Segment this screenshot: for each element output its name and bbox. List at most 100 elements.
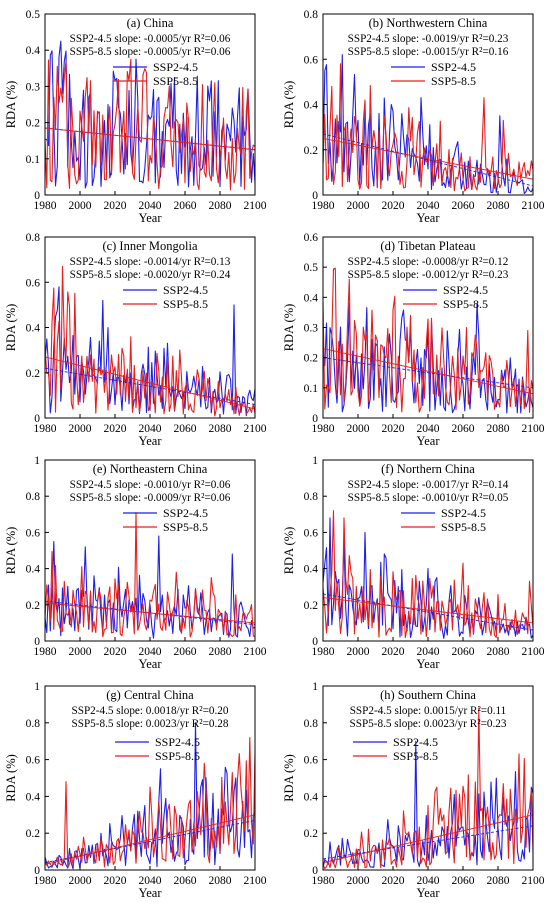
x-tick-label: 2000 (69, 875, 92, 887)
slope-annotation: SSP2-4.5 slope: -0.0014/yr R²=0.13 (70, 256, 231, 268)
x-tick-label: 2080 (209, 646, 232, 658)
x-tick-label: 2100 (522, 875, 545, 887)
legend-label: SSP2-4.5 (443, 283, 488, 297)
series-line-ssp5-85 (44, 265, 256, 417)
slope-annotation: SSP5-8.5 slope: -0.0012/yr R²=0.23 (348, 269, 509, 281)
x-tick-label: 2060 (452, 875, 475, 887)
y-tick-label: 0.2 (304, 828, 319, 840)
series-line-ssp5-85 (322, 63, 534, 192)
y-axis-label: RDA (%) (282, 754, 296, 802)
x-tick-label: 2000 (347, 646, 370, 658)
x-tick-label: 1980 (34, 646, 57, 658)
x-tick-label: 1980 (312, 646, 335, 658)
y-tick-label: 0.6 (304, 54, 319, 66)
y-tick-label: 0.1 (304, 383, 319, 395)
x-tick-label: 2040 (139, 200, 162, 212)
chart-panel-8: 1980 2000 2020 2040 2060 2080 2100 0 0.2 0.4 0.6 0.… (282, 681, 545, 900)
trend-line-ssp2-45 (322, 825, 534, 860)
chart-title: (a) China (127, 16, 174, 30)
y-tick-label: 0.5 (304, 262, 319, 274)
legend-label: SSP2-4.5 (155, 735, 200, 749)
x-tick-label: 2020 (382, 423, 405, 435)
chart-panel-3: 1980 2000 2020 2040 2060 2080 2100 0 0.2 0.4 0.6 0.… (4, 232, 267, 448)
trend-line-ssp5-85 (44, 356, 256, 410)
slope-annotation: SSP5-8.5 slope: 0.0023/yr R²=0.28 (72, 718, 229, 730)
x-tick-label: 2040 (417, 646, 440, 658)
chart-panel-7: 1980 2000 2020 2040 2060 2080 2100 0 0.2 0.4 0.6 0.… (4, 681, 267, 900)
legend-label: SSP2-4.5 (393, 735, 438, 749)
y-tick-label: 0.3 (304, 323, 319, 335)
x-tick-label: 2000 (69, 200, 92, 212)
legend-label: SSP2-4.5 (441, 506, 486, 520)
x-tick-label: 1980 (312, 200, 335, 212)
x-tick-label: 2040 (139, 875, 162, 887)
slope-annotation: SSP2-4.5 slope: -0.0008/yr R²=0.12 (348, 256, 509, 268)
y-tick-label: 0.3 (26, 81, 41, 93)
x-tick-label: 2060 (452, 646, 475, 658)
y-tick-label: 0.4 (26, 564, 41, 576)
legend-label: SSP5-8.5 (431, 74, 476, 88)
legend-label: SSP5-8.5 (163, 520, 208, 534)
legend-label: SSP2-4.5 (163, 506, 208, 520)
legend-label: SSP5-8.5 (441, 520, 486, 534)
trend-line-ssp5-85 (44, 602, 256, 624)
trend-line-ssp5-85 (44, 814, 256, 865)
x-tick-label: 2100 (244, 646, 267, 658)
y-tick-label: 0 (34, 413, 40, 425)
slope-annotation: SSP2-4.5 slope: 0.0018/yr R²=0.20 (72, 705, 229, 717)
x-tick-label: 2060 (452, 423, 475, 435)
x-tick-label: 1980 (34, 875, 57, 887)
y-tick-label: 0.6 (26, 277, 41, 289)
trend-line-ssp2-45 (322, 593, 534, 631)
x-tick-label: 2040 (417, 875, 440, 887)
slope-annotation: SSP5-8.5 slope: -0.0005/yr R²=0.06 (70, 46, 231, 58)
series-line-ssp5-85 (44, 58, 256, 191)
y-tick-label: 0.4 (304, 100, 319, 112)
x-tick-label: 2060 (174, 200, 197, 212)
x-tick-label: 2080 (487, 875, 510, 887)
x-tick-label: 1980 (34, 423, 57, 435)
y-tick-label: 0.8 (304, 9, 319, 21)
y-tick-label: 0.1 (26, 154, 41, 166)
trend-line-ssp5-85 (44, 127, 256, 151)
series-line-ssp5-85 (44, 511, 256, 638)
x-tick-label: 2080 (487, 200, 510, 212)
legend-label: SSP5-8.5 (163, 297, 208, 311)
trend-line-ssp5-85 (322, 137, 534, 180)
y-tick-label: 1 (34, 681, 40, 693)
x-tick-label: 2060 (452, 200, 475, 212)
x-tick-label: 2060 (174, 423, 197, 435)
chart-title: (e) Northeastern China (93, 462, 208, 476)
x-tick-label: 2000 (347, 875, 370, 887)
y-axis-label: RDA (%) (4, 754, 18, 802)
x-tick-label: 2060 (174, 646, 197, 658)
y-tick-label: 0.6 (304, 755, 319, 767)
y-tick-label: 0.8 (304, 718, 319, 730)
y-tick-label: 1 (34, 455, 40, 467)
chart-title: (d) Tibetan Plateau (380, 239, 476, 253)
y-tick-label: 1 (312, 681, 318, 693)
x-axis-label: Year (416, 886, 440, 900)
slope-annotation: SSP5-8.5 slope: -0.0015/yr R²=0.16 (348, 46, 509, 58)
x-axis-label: Year (416, 211, 440, 225)
slope-annotation: SSP2-4.5 slope: -0.0017/yr R²=0.14 (348, 479, 509, 491)
series-line-ssp2-45 (44, 286, 256, 417)
x-tick-label: 2020 (104, 200, 127, 212)
series-line-ssp2-45 (322, 54, 534, 195)
y-tick-label: 0.2 (26, 828, 41, 840)
y-axis-label: RDA (%) (4, 81, 18, 129)
chart-panel-5: 1980 2000 2020 2040 2060 2080 2100 0 0.2 0.4 0.6 0.… (4, 455, 267, 671)
slope-annotation: SSP2-4.5 slope: -0.0019/yr R²=0.23 (348, 33, 509, 45)
slope-annotation: SSP2-4.5 slope: 0.0015/yr R²=0.11 (350, 705, 507, 717)
y-tick-label: 1 (312, 455, 318, 467)
x-tick-label: 2000 (69, 423, 92, 435)
y-axis-label: RDA (%) (4, 304, 18, 352)
y-tick-label: 0.4 (304, 564, 319, 576)
x-tick-label: 2080 (209, 875, 232, 887)
y-tick-label: 0.6 (26, 755, 41, 767)
x-tick-label: 2040 (417, 423, 440, 435)
legend-label: SSP5-8.5 (393, 749, 438, 763)
legend-label: SSP5-8.5 (153, 74, 198, 88)
slope-annotation: SSP5-8.5 slope: -0.0010/yr R²=0.05 (348, 492, 509, 504)
